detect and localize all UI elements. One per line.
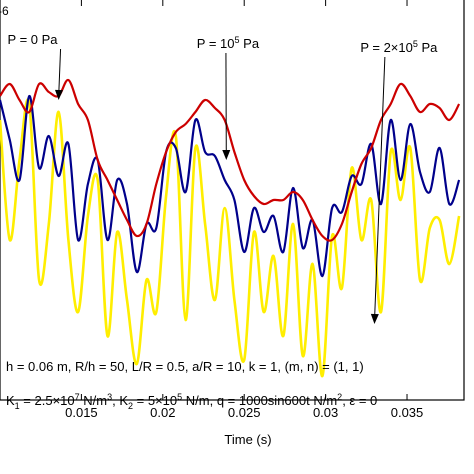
x-tick-label: 0.025 <box>228 405 261 420</box>
annotation-label: P = 105 Pa <box>197 35 260 51</box>
annotation-arrow-shaft <box>58 48 62 99</box>
annotation-label: P = 0 Pa <box>8 32 59 47</box>
annotation-arrow-head <box>54 89 63 100</box>
annotation-label: P = 2×105 Pa <box>360 39 438 55</box>
plot-frame <box>0 0 465 401</box>
x-tick-label: 0.035 <box>391 405 424 420</box>
x-tick-label: 0.015 <box>65 405 98 420</box>
x-axis-label: Time (s) <box>224 432 271 447</box>
series-line-p1e5 <box>0 94 461 278</box>
x-axis-ticks: 0.015 0.02 0.025 0.03 0.035 <box>65 0 423 420</box>
y-exponent-label: -6 <box>0 4 9 18</box>
parameters-line-1: h = 0.06 m, R/h = 50, L/R = 0.5, a/R = 1… <box>6 359 364 374</box>
annotation-arrow-shaft <box>373 56 386 323</box>
annotation-arrow-head <box>370 313 379 324</box>
series-lines <box>0 78 461 378</box>
series-line-p2e5 <box>0 98 461 378</box>
annotation-arrow-head <box>222 149 231 160</box>
x-tick-label: 0.03 <box>313 405 338 420</box>
parameters-line-2: K1 = 2.5×107 N/m3, K2 = 5×105 N/m, q = 1… <box>6 392 377 411</box>
annotations: P = 0 Pa P = 105 Pa P = 2×105 Pa <box>8 32 438 324</box>
x-tick-label: 0.02 <box>150 405 175 420</box>
series-line-p0 <box>0 78 461 242</box>
